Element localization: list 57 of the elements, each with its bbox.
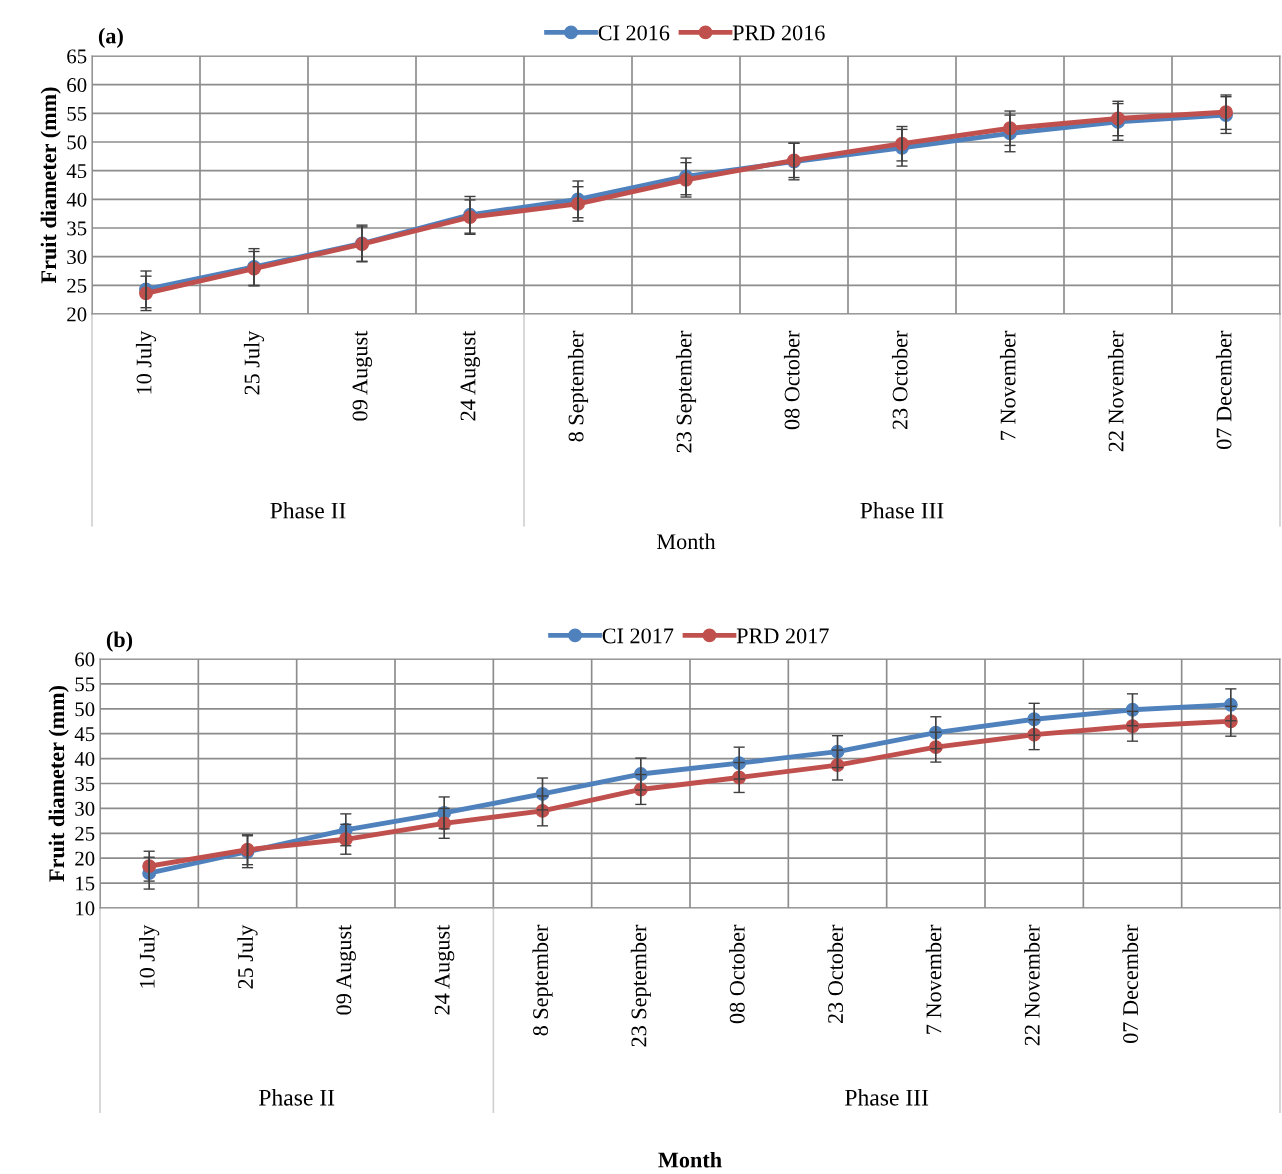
y-tick-label: 55: [75, 677, 95, 692]
y-tick-label: 25: [67, 278, 87, 293]
x-tick-label: 09 August: [336, 924, 356, 1015]
y-tick-label: 40: [66, 192, 87, 207]
y-tick-label: 30: [67, 250, 87, 265]
y-tick-label: 25: [75, 826, 95, 841]
x-tick-label: 25 July: [237, 924, 258, 989]
y-tick-label: 45: [66, 164, 87, 179]
x-tick-label: 10 July: [139, 924, 160, 988]
y-tick-label: 55: [67, 106, 87, 121]
x-tick-label: 7 November: [925, 924, 942, 1034]
y-tick-label: 35: [67, 221, 87, 236]
x-tick-label: 25 July: [243, 330, 265, 395]
x-tick-label: 07 December: [1122, 924, 1139, 1043]
y-tick-label: 20: [67, 307, 87, 322]
x-tick-label: 24 August: [434, 924, 455, 1015]
x-tick-label: 23 September: [675, 330, 697, 453]
x-tick-label: 22 November: [1024, 924, 1040, 1046]
text: Phase II: [258, 1089, 335, 1106]
chart-title: (a): [98, 27, 123, 49]
x-tick-label: 23 October: [891, 330, 908, 430]
y-tick-label: 65: [67, 49, 87, 64]
chart-title: (b): [106, 631, 133, 652]
y-tick-label: 60: [67, 78, 87, 93]
y-tick-label: 60: [75, 652, 95, 667]
text: Phase III: [860, 501, 944, 519]
y-tick-label: 45: [74, 727, 95, 742]
x-tick-label: 10 July: [135, 330, 157, 394]
x-tick-label: 07 December: [1215, 330, 1232, 449]
y-axis-title: Fruit diameter (mm): [48, 685, 69, 882]
x-tick-label: 08 October: [783, 330, 800, 430]
text: Phase II: [270, 501, 346, 519]
legend-label: CI 2017: [602, 628, 674, 644]
x-axis-title: Month: [657, 533, 716, 550]
x-tick-label: 08 October: [729, 924, 745, 1024]
y-tick-label: 10: [76, 901, 95, 916]
x-tick-label: 23 September: [630, 924, 651, 1047]
y-tick-label: 40: [74, 751, 95, 767]
x-tick-label: 24 August: [460, 330, 481, 421]
x-tick-label: 8 September: [567, 330, 589, 442]
x-tick-label: 22 November: [1107, 330, 1124, 452]
legend-label: CI 2016: [598, 25, 670, 41]
x-tick-label: 09 August: [352, 330, 373, 421]
x-axis-title: Month: [658, 1151, 722, 1168]
y-tick-label: 50: [67, 135, 87, 150]
legend-label: PRD 2017: [736, 628, 829, 644]
y-tick-label: 15: [76, 876, 95, 891]
x-tick-label: 8 September: [532, 924, 553, 1036]
y-axis-title: Fruit diameter (mm): [40, 87, 61, 284]
y-tick-label: 30: [75, 801, 95, 816]
legend-label: PRD 2016: [732, 25, 825, 41]
y-tick-label: 50: [75, 702, 95, 717]
x-tick-label: 7 November: [999, 330, 1016, 440]
x-tick-label: 23 October: [827, 924, 844, 1024]
y-tick-label: 20: [75, 851, 95, 866]
text: Phase III: [845, 1089, 929, 1106]
y-tick-label: 35: [75, 776, 95, 791]
